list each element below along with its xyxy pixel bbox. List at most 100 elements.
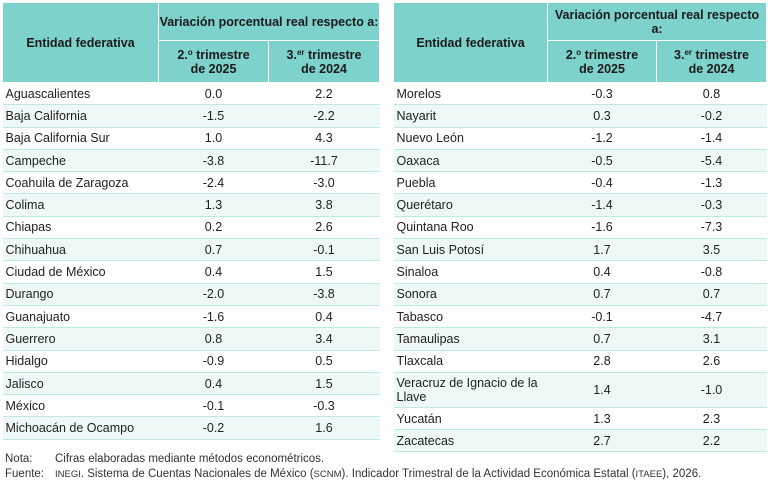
value-2025-cell: -0.1	[547, 305, 657, 329]
entity-cell: Colima	[2, 193, 159, 217]
entity-cell: Puebla	[393, 171, 548, 195]
value-2025-cell: 0.4	[158, 372, 269, 396]
source-text-1: . Sistema de Cuentas Nacionales de Méxic…	[80, 468, 314, 480]
source-inegi: INEGI	[55, 469, 81, 480]
header-col-2025: 2.o trimestre de 2025	[158, 40, 269, 83]
table-row: Ciudad de México 0.4 1.5	[2, 260, 380, 284]
value-2025-cell: 0.0	[158, 82, 269, 106]
entity-cell: Tabasco	[393, 305, 548, 329]
value-2024-cell: 3.4	[268, 327, 380, 351]
source-text-3: ), 2026.	[662, 468, 702, 480]
value-2024-cell: -7.3	[656, 216, 767, 240]
table-row: Querétaro -1.4 -0.3	[393, 193, 767, 217]
entity-cell: México	[2, 394, 159, 418]
source-label: Fuente:	[5, 468, 44, 480]
table-row: Michoacán de Ocampo -0.2 1.6	[2, 416, 380, 440]
value-2024-cell: -0.1	[268, 238, 380, 262]
header-col-2024: 3.er trimestre de 2024	[656, 40, 767, 83]
value-2024-cell: 4.3	[268, 127, 380, 150]
value-2024-cell: 1.5	[268, 372, 380, 396]
table-row: Veracruz de Ignacio de la Llave 1.4 -1.0	[393, 372, 767, 408]
entity-cell: Tlaxcala	[393, 350, 548, 373]
note-label: Nota:	[5, 453, 33, 465]
value-2025-cell: 1.0	[158, 127, 269, 150]
table-row: Nayarit 0.3 -0.2	[393, 104, 767, 128]
entity-cell: Morelos	[393, 82, 548, 106]
value-2024-cell: 2.6	[268, 216, 380, 240]
entity-cell: Nuevo León	[393, 127, 548, 150]
value-2024-cell: -2.2	[268, 104, 380, 128]
states-table-right: Entidad federativa Variación porcentual …	[393, 2, 767, 453]
value-2025-cell: 0.7	[158, 238, 269, 262]
value-2025-cell: -0.2	[158, 416, 269, 440]
entity-cell: Ciudad de México	[2, 260, 159, 284]
value-2024-cell: 0.4	[268, 305, 380, 329]
entity-cell: Zacatecas	[393, 429, 548, 453]
value-2025-cell: 1.3	[547, 407, 657, 431]
value-2024-cell: 0.7	[656, 283, 767, 306]
table-row: Chiapas 0.2 2.6	[2, 216, 380, 240]
table-row: Guanajuato -1.6 0.4	[2, 305, 380, 329]
entity-cell: Yucatán	[393, 407, 548, 431]
table-row: Puebla -0.4 -1.3	[393, 171, 767, 195]
value-2025-cell: -2.0	[158, 283, 269, 306]
table-row: Guerrero 0.8 3.4	[2, 327, 380, 351]
value-2024-cell: -3.0	[268, 171, 380, 195]
value-2025-cell: 0.4	[547, 260, 657, 284]
value-2024-cell: -1.3	[656, 171, 767, 195]
entity-cell: Sonora	[393, 283, 548, 306]
table-row: Baja California Sur 1.0 4.3	[2, 127, 380, 150]
value-2025-cell: 0.2	[158, 216, 269, 240]
value-2025-cell: 1.7	[547, 238, 657, 262]
entity-cell: Nayarit	[393, 104, 548, 128]
header-entidad: Entidad federativa	[393, 2, 548, 83]
source-scnm: SCNM	[313, 469, 342, 480]
entity-cell: Michoacán de Ocampo	[2, 416, 159, 440]
value-2024-cell: -0.8	[656, 260, 767, 284]
value-2024-cell: -0.3	[656, 193, 767, 217]
value-2024-cell: 2.2	[268, 82, 380, 106]
value-2025-cell: -1.6	[158, 305, 269, 329]
table-row: Durango -2.0 -3.8	[2, 283, 380, 306]
table-row: Colima 1.3 3.8	[2, 193, 380, 217]
table-row: Oaxaca -0.5 -5.4	[393, 149, 767, 173]
table-row: Tamaulipas 0.7 3.1	[393, 327, 767, 351]
entity-cell: Durango	[2, 283, 159, 306]
value-2024-cell: -0.2	[656, 104, 767, 128]
value-2025-cell: 0.4	[158, 260, 269, 284]
value-2024-cell: 0.5	[268, 350, 380, 373]
table-row: Sinaloa 0.4 -0.8	[393, 260, 767, 284]
entity-cell: Guerrero	[2, 327, 159, 351]
table-row: San Luis Potosí 1.7 3.5	[393, 238, 767, 262]
value-2024-cell: 2.6	[656, 350, 767, 373]
table-row: Tabasco -0.1 -4.7	[393, 305, 767, 329]
table-row: Hidalgo -0.9 0.5	[2, 350, 380, 373]
value-2025-cell: 0.3	[547, 104, 657, 128]
table-row: Coahuila de Zaragoza -2.4 -3.0	[2, 171, 380, 195]
entity-cell: Veracruz de Ignacio de la Llave	[393, 372, 548, 408]
table-row: Zacatecas 2.7 2.2	[393, 429, 767, 453]
table-row: Campeche -3.8 -11.7	[2, 149, 380, 173]
value-2025-cell: -0.5	[547, 149, 657, 173]
value-2025-cell: 2.8	[547, 350, 657, 373]
table-row: México -0.1 -0.3	[2, 394, 380, 418]
header-col-2025: 2.o trimestre de 2025	[547, 40, 657, 83]
value-2024-cell: 3.5	[656, 238, 767, 262]
value-2025-cell: -0.4	[547, 171, 657, 195]
value-2024-cell: 1.5	[268, 260, 380, 284]
value-2024-cell: -3.8	[268, 283, 380, 306]
entity-cell: Baja California Sur	[2, 127, 159, 150]
table-row: Yucatán 1.3 2.3	[393, 407, 767, 431]
value-2025-cell: -0.9	[158, 350, 269, 373]
entity-cell: Quintana Roo	[393, 216, 548, 240]
table-row: Sonora 0.7 0.7	[393, 283, 767, 306]
value-2024-cell: 3.1	[656, 327, 767, 351]
value-2024-cell: -5.4	[656, 149, 767, 173]
note-line: Nota: Cifras elaboradas mediante métodos …	[5, 452, 701, 467]
value-2025-cell: 0.8	[158, 327, 269, 351]
header-entidad: Entidad federativa	[2, 2, 159, 83]
value-2025-cell: -0.1	[158, 394, 269, 418]
value-2025-cell: -1.6	[547, 216, 657, 240]
table-row: Aguascalientes 0.0 2.2	[2, 82, 380, 106]
value-2025-cell: 1.3	[158, 193, 269, 217]
